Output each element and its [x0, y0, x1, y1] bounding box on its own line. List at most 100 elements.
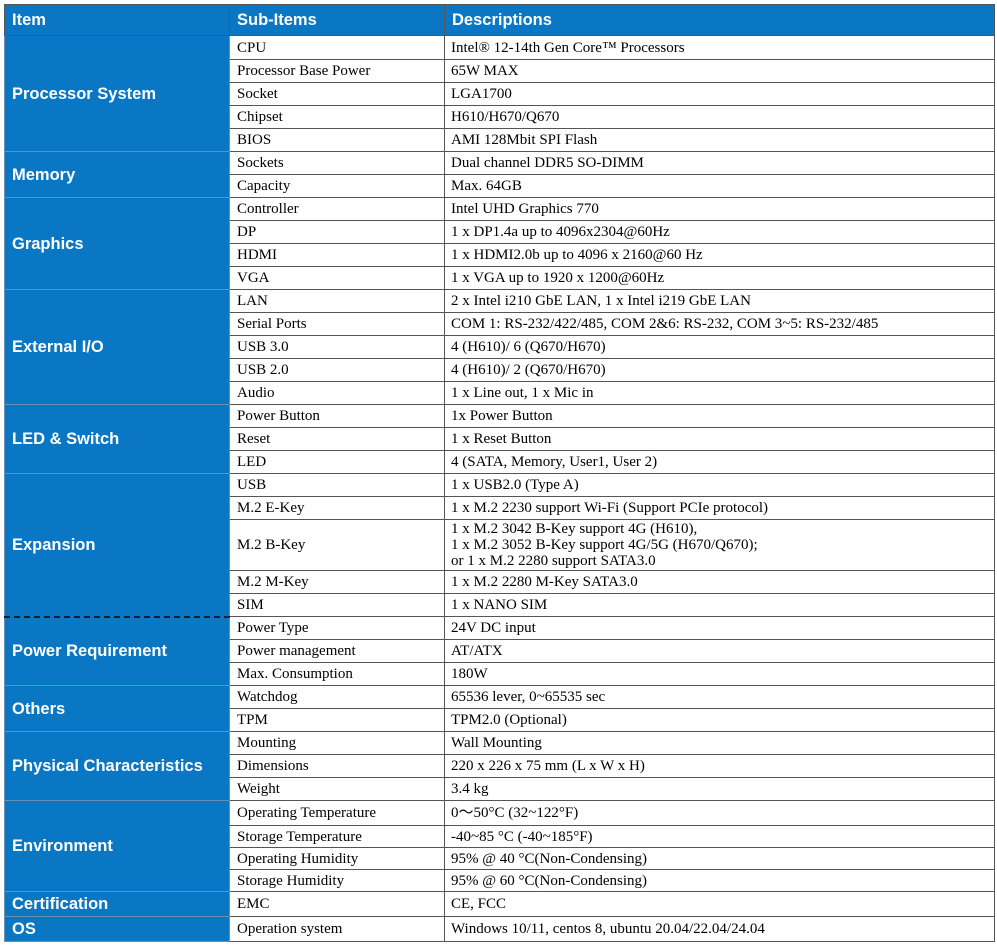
description-cell: 24V DC input [444, 616, 995, 640]
description-cell: 1 x Reset Button [444, 427, 995, 451]
description-cell: H610/H670/Q670 [444, 105, 995, 129]
sub-item-cell: Power Button [229, 404, 445, 428]
description-cell: 0～50°C (32~122°F) [444, 800, 995, 826]
category-cell: Processor System [4, 35, 230, 152]
table-row: LED & Switch Power Button 1x Power Button [4, 404, 995, 474]
sub-item-cell: LED [229, 450, 445, 474]
description-cell: 3.4 kg [444, 777, 995, 801]
table-row: Environment Operating Temperature 0～50°C (… [4, 800, 995, 892]
description-cell: 1 x VGA up to 1920 x 1200@60Hz [444, 266, 995, 290]
table-row: Max. Consumption 180W [5, 662, 995, 686]
description-cell: 65W MAX [444, 59, 995, 83]
table-row: DP 1 x DP1.4a up to 4096x2304@60Hz [5, 220, 995, 244]
header-row: Item Sub-Items Descriptions [4, 4, 995, 36]
table-row: HDMI 1 x HDMI2.0b up to 4096 x 2160@60 Hz [5, 243, 995, 267]
category-cell: External I/O [4, 289, 230, 405]
description-cell: Windows 10/11, centos 8, ubuntu 20.04/22… [444, 916, 995, 942]
sub-item-cell: Mounting [229, 731, 445, 755]
description-cell: 95% @ 60 °C(Non-Condensing) [444, 869, 995, 892]
sub-item-cell: Reset [229, 427, 445, 451]
sub-item-cell: Socket [229, 82, 445, 106]
table-row: Serial Ports COM 1: RS-232/422/485, COM 2… [5, 312, 995, 336]
sub-item-cell: Serial Ports [229, 312, 445, 336]
description-line: 1 x M.2 3052 B-Key support 4G/5G (H670/Q… [451, 537, 758, 553]
description-cell: 4 (H610)/ 2 (Q670/H670) [444, 358, 995, 382]
table-row: TPM TPM2.0 (Optional) [5, 708, 995, 732]
description-cell: 1 x M.2 3042 B-Key support 4G (H610), 1 x… [444, 519, 995, 571]
sub-item-cell: M.2 E-Key [229, 496, 445, 520]
description-cell: TPM2.0 (Optional) [444, 708, 995, 732]
header-sub-items: Sub-Items [229, 4, 445, 36]
sub-item-cell: Storage Temperature [229, 825, 445, 848]
description-cell: 1 x Line out, 1 x Mic in [444, 381, 995, 405]
sub-item-cell: LAN [229, 289, 445, 313]
description-cell: Intel UHD Graphics 770 [444, 197, 995, 221]
sub-item-cell: Controller [229, 197, 445, 221]
description-cell: -40~85 °C (-40~185°F) [444, 825, 995, 848]
sub-item-cell: Weight [229, 777, 445, 801]
header-descriptions: Descriptions [444, 4, 995, 36]
category-cell: Memory [4, 151, 230, 198]
sub-item-cell: BIOS [229, 128, 445, 152]
header-item: Item [4, 4, 230, 36]
sub-item-cell: Sockets [229, 151, 445, 175]
table-row: OS Operation system Windows 10/11, centos … [4, 916, 995, 942]
table-row: Storage Temperature -40~85 °C (-40~185°F) [5, 825, 995, 848]
table-row: Power management AT/ATX [5, 639, 995, 663]
sub-item-cell: VGA [229, 266, 445, 290]
table-row: Processor System CPU Intel® 12-14th Gen Co… [4, 35, 995, 152]
sub-item-cell: USB 2.0 [229, 358, 445, 382]
sub-item-cell: M.2 M-Key [229, 570, 445, 594]
table-row: Certification EMC CE, FCC [4, 891, 995, 917]
sub-item-cell: Operating Humidity [229, 847, 445, 870]
table-row: USB 2.0 4 (H610)/ 2 (Q670/H670) [5, 358, 995, 382]
table-row: Power Requirement Power Type 24V DC input [4, 615, 995, 686]
table-row: VGA 1 x VGA up to 1920 x 1200@60Hz [5, 266, 995, 290]
sub-item-cell: M.2 B-Key [229, 519, 445, 571]
description-cell: 4 (SATA, Memory, User1, User 2) [444, 450, 995, 474]
sub-item-cell: CPU [229, 35, 445, 60]
sub-item-cell: USB 3.0 [229, 335, 445, 359]
sub-item-cell: Power Type [229, 616, 445, 640]
description-cell: 1 x M.2 2230 support Wi-Fi (Support PCIe… [444, 496, 995, 520]
table-row: M.2 E-Key 1 x M.2 2230 support Wi-Fi (Sup… [5, 496, 995, 520]
table-row: Others Watchdog 65536 lever, 0~65535 sec [4, 685, 995, 732]
sub-item-cell: SIM [229, 593, 445, 617]
description-cell: 1 x M.2 2280 M-Key SATA3.0 [444, 570, 995, 594]
description-line: or 1 x M.2 2280 support SATA3.0 [451, 553, 656, 569]
sub-item-cell: Capacity [229, 174, 445, 198]
sub-item-cell: DP [229, 220, 445, 244]
table-row: USB 3.0 4 (H610)/ 6 (Q670/H670) [5, 335, 995, 359]
category-cell: Expansion [4, 473, 230, 617]
description-cell: 1 x HDMI2.0b up to 4096 x 2160@60 Hz [444, 243, 995, 267]
table-row: LED 4 (SATA, Memory, User1, User 2) [5, 450, 995, 474]
category-cell: Certification [4, 891, 230, 917]
table-row: Audio 1 x Line out, 1 x Mic in [5, 381, 995, 405]
description-cell: 1x Power Button [444, 404, 995, 428]
category-cell: Environment [4, 800, 230, 892]
table-row: Graphics Controller Intel UHD Graphics 770 [4, 197, 995, 290]
description-cell: 180W [444, 662, 995, 686]
category-cell: Power Requirement [4, 615, 230, 686]
sub-item-cell: Operating Temperature [229, 800, 445, 826]
description-cell: 1 x DP1.4a up to 4096x2304@60Hz [444, 220, 995, 244]
description-cell: Intel® 12-14th Gen Core™ Processors [444, 35, 995, 60]
description-cell: COM 1: RS-232/422/485, COM 2&6: RS-232, … [444, 312, 995, 336]
description-cell: LGA1700 [444, 82, 995, 106]
table-row: M.2 B-Key 1 x M.2 3042 B-Key support 4G (… [5, 519, 995, 571]
description-cell: 95% @ 40 °C(Non-Condensing) [444, 847, 995, 870]
table-row: Expansion USB 1 x USB2.0 (Type A) [4, 473, 995, 617]
description-line: 1 x M.2 3042 B-Key support 4G (H610), [451, 521, 698, 537]
description-cell: CE, FCC [444, 891, 995, 917]
table-row: SIM 1 x NANO SIM [5, 593, 995, 617]
table-row: Physical Characteristics Mounting Wall Mou… [4, 731, 995, 801]
table-row: Capacity Max. 64GB [5, 174, 995, 198]
sub-item-cell: USB [229, 473, 445, 497]
table-row: External I/O LAN 2 x Intel i210 GbE LAN, 1… [4, 289, 995, 405]
sub-item-cell: Max. Consumption [229, 662, 445, 686]
sub-item-cell: Power management [229, 639, 445, 663]
spec-body: Processor System CPU Intel® 12-14th Gen Co… [4, 35, 995, 942]
table-row: Socket LGA1700 [5, 82, 995, 106]
description-cell: Max. 64GB [444, 174, 995, 198]
sub-item-cell: Storage Humidity [229, 869, 445, 892]
